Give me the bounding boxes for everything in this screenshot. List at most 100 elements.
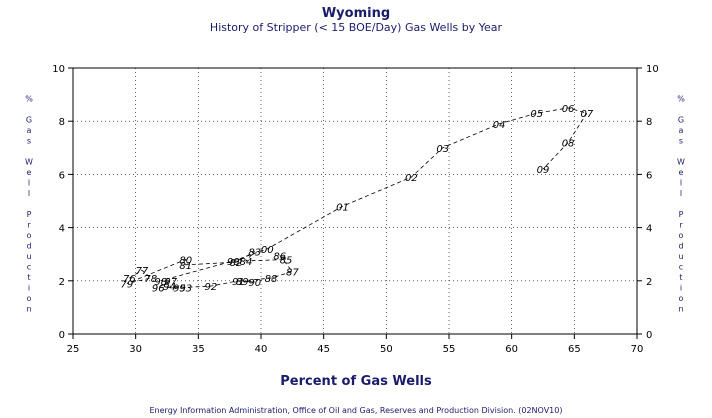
y-axis-label-char: n	[26, 304, 31, 313]
data-point-label: 80	[179, 256, 192, 267]
y-tick-label-right: 10	[646, 64, 659, 75]
axis-ticks: 25 30 35 40 45 50 55 60 65 700 02 24 46 68 810 10	[52, 64, 658, 355]
y-axis-label-char: d	[26, 241, 31, 250]
y-axis-label-char: o	[679, 294, 684, 303]
y-tick-label-right: 6	[646, 170, 652, 181]
y-axis-label-char: G	[678, 115, 684, 124]
y-axis-label-char: t	[679, 273, 682, 282]
data-point-label: 91	[232, 277, 245, 288]
y-axis-label-char: %	[25, 94, 33, 103]
data-point-label: 79	[121, 279, 134, 290]
y-axis-label-char: o	[27, 231, 32, 240]
y-axis-label-char: e	[27, 168, 32, 177]
x-axis-label: Percent of Gas Wells	[280, 374, 432, 389]
data-point-label: 03	[436, 144, 449, 155]
y-axis-label-char: W	[25, 157, 33, 166]
y-axis-label-char: s	[27, 136, 31, 145]
y-tick-label-left: 0	[59, 330, 65, 341]
x-tick-label: 25	[67, 344, 80, 355]
data-point-label: 00	[261, 245, 274, 256]
y-tick-label-right: 8	[646, 117, 652, 128]
data-point-label: 82	[230, 258, 243, 269]
data-point-label: 83	[248, 248, 261, 259]
data-point-label: 81	[179, 261, 192, 272]
data-point-label: 95	[173, 283, 186, 294]
x-tick-label: 65	[568, 344, 581, 355]
y-tick-label-left: 2	[59, 277, 65, 288]
y-axis-label-char: %	[677, 94, 685, 103]
y-tick-label-left: 6	[59, 170, 65, 181]
x-tick-label: 55	[443, 344, 456, 355]
data-point-label: 88	[265, 274, 278, 285]
data-point-label: 90	[248, 278, 261, 289]
y-tick-label-right: 0	[646, 330, 652, 341]
data-point-label: 87	[286, 267, 299, 278]
chart-title: Wyoming	[322, 6, 390, 21]
x-tick-label: 35	[192, 344, 205, 355]
y-axis-label-char: r	[679, 220, 683, 229]
chart-subtitle: History of Stripper (< 15 BOE/Day) Gas W…	[210, 21, 503, 34]
x-tick-label: 50	[380, 344, 393, 355]
y-tick-label-left: 4	[59, 224, 65, 235]
data-point-label: 09	[537, 165, 550, 176]
data-point-label: 01	[336, 202, 349, 213]
y-axis-label-char: P	[679, 210, 684, 219]
y-axis-label-char: d	[678, 241, 683, 250]
y-tick-label-right: 4	[646, 224, 652, 235]
y-axis-label-char: t	[27, 273, 30, 282]
x-tick-label: 60	[505, 344, 518, 355]
y-axis-label-char: u	[678, 252, 683, 261]
data-point-label: 07	[580, 109, 593, 120]
y-tick-label-right: 2	[646, 277, 652, 288]
data-point-label: 85	[280, 256, 293, 267]
data-point-label: 98	[154, 277, 167, 288]
data-point-label: 06	[562, 104, 575, 115]
series-line	[126, 107, 588, 288]
data-point-label: 92	[204, 282, 217, 293]
grid	[73, 68, 637, 334]
data-point-label: 02	[405, 173, 418, 184]
data-point-label: 76	[123, 274, 136, 285]
y-axis-label-char: i	[680, 283, 682, 292]
x-tick-label: 40	[255, 344, 268, 355]
data-point-label: 78	[144, 274, 157, 285]
data-point-label: 04	[493, 120, 506, 131]
data-point-label: 08	[562, 138, 575, 149]
x-tick-label: 30	[129, 344, 142, 355]
y-axis-label-char: s	[679, 136, 683, 145]
y-axis-label-char: l	[680, 178, 682, 187]
y-axis-label-char: l	[28, 178, 30, 187]
data-point-label: 05	[530, 109, 543, 120]
data-point-label: 84	[240, 257, 253, 268]
y-axis-label-char: r	[27, 220, 31, 229]
y-axis-label-char: e	[679, 168, 684, 177]
y-tick-label-left: 8	[59, 117, 65, 128]
y-axis-label-char: u	[26, 252, 31, 261]
data-point-label: 93	[179, 283, 192, 294]
y-axis-label-char: G	[26, 115, 32, 124]
data-point-label: 96	[152, 283, 165, 294]
y-axis-label-char: c	[679, 262, 683, 271]
x-tick-label: 45	[317, 344, 330, 355]
data-point-label: 89	[236, 277, 249, 288]
footer-note: Energy Information Administration, Offic…	[150, 406, 563, 415]
y-axis-label-char: o	[679, 231, 684, 240]
data-point-label: 86	[273, 252, 286, 263]
y-axis-label-char: a	[679, 126, 684, 135]
x-tick-label: 70	[631, 344, 644, 355]
data-point-label: 99	[227, 257, 240, 268]
y-axis-label-char: a	[27, 126, 32, 135]
y-axis-label-char: P	[27, 210, 32, 219]
y-tick-label-left: 10	[52, 64, 65, 75]
y-axis-label-char: n	[678, 304, 683, 313]
y-axis-label-char: c	[27, 262, 31, 271]
data-point-label: 77	[136, 266, 149, 277]
y-axis-label-char: o	[27, 294, 32, 303]
y-axis-label-char: i	[28, 283, 30, 292]
data-point-label: 94	[163, 282, 176, 293]
data-point-label: 97	[164, 277, 177, 288]
